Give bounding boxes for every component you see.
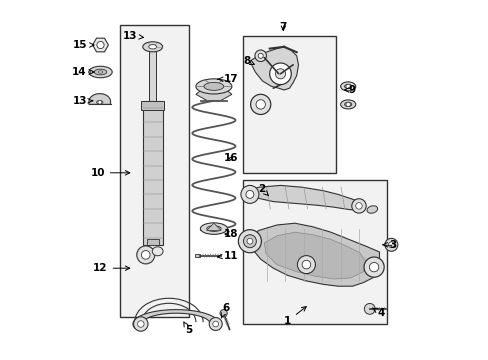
Ellipse shape	[200, 223, 227, 234]
Text: 11: 11	[217, 251, 238, 261]
FancyBboxPatch shape	[242, 36, 336, 173]
Text: 13: 13	[123, 31, 143, 41]
Circle shape	[209, 318, 222, 330]
Ellipse shape	[206, 226, 221, 231]
Polygon shape	[206, 223, 221, 230]
Text: 8: 8	[243, 56, 254, 66]
Polygon shape	[133, 310, 218, 328]
Polygon shape	[92, 38, 108, 52]
Ellipse shape	[203, 82, 224, 90]
Bar	[194, 254, 200, 257]
Bar	[146, 239, 158, 245]
Text: 4: 4	[372, 308, 384, 318]
Circle shape	[351, 199, 366, 213]
Circle shape	[137, 246, 155, 264]
Circle shape	[256, 100, 265, 109]
Circle shape	[297, 256, 315, 274]
Circle shape	[220, 310, 227, 317]
Text: 15: 15	[72, 40, 94, 50]
Bar	[149, 45, 156, 101]
Circle shape	[250, 94, 270, 114]
Text: 17: 17	[218, 74, 238, 84]
Ellipse shape	[196, 79, 231, 94]
FancyBboxPatch shape	[120, 25, 188, 317]
Text: 1: 1	[284, 307, 305, 326]
Text: 3: 3	[382, 240, 396, 250]
Circle shape	[346, 102, 349, 107]
Bar	[141, 101, 164, 110]
Circle shape	[141, 251, 150, 259]
Text: 10: 10	[90, 168, 129, 178]
Circle shape	[363, 257, 384, 277]
Ellipse shape	[96, 100, 103, 104]
Circle shape	[275, 69, 285, 79]
Circle shape	[98, 100, 102, 104]
Circle shape	[243, 235, 256, 248]
Bar	[142, 101, 163, 245]
Polygon shape	[264, 232, 366, 279]
Circle shape	[238, 230, 261, 253]
Ellipse shape	[340, 82, 355, 91]
Text: 16: 16	[223, 153, 238, 163]
Circle shape	[387, 242, 393, 248]
Text: 9: 9	[344, 85, 355, 95]
Circle shape	[355, 203, 362, 209]
Text: 6: 6	[221, 303, 229, 318]
Circle shape	[346, 84, 349, 89]
Circle shape	[97, 41, 104, 49]
Text: 7: 7	[279, 22, 286, 32]
Polygon shape	[247, 223, 379, 286]
FancyBboxPatch shape	[242, 180, 386, 324]
Polygon shape	[89, 94, 110, 104]
Polygon shape	[196, 87, 231, 101]
Polygon shape	[247, 185, 359, 211]
Circle shape	[137, 321, 144, 327]
Text: 18: 18	[223, 229, 238, 239]
Ellipse shape	[89, 66, 112, 78]
Circle shape	[245, 190, 253, 198]
Text: 12: 12	[93, 263, 129, 273]
Polygon shape	[249, 47, 298, 90]
Circle shape	[241, 185, 258, 203]
Circle shape	[364, 303, 374, 314]
Ellipse shape	[148, 45, 156, 49]
Circle shape	[246, 238, 252, 244]
Circle shape	[302, 260, 310, 269]
Ellipse shape	[98, 71, 102, 73]
Ellipse shape	[340, 100, 355, 109]
Text: 2: 2	[258, 184, 268, 195]
Text: 5: 5	[183, 322, 192, 336]
Circle shape	[212, 321, 218, 327]
Circle shape	[269, 63, 291, 85]
Ellipse shape	[344, 84, 351, 89]
Ellipse shape	[344, 102, 351, 107]
Ellipse shape	[366, 206, 377, 213]
Text: 14: 14	[72, 67, 94, 77]
Ellipse shape	[142, 42, 163, 52]
Circle shape	[258, 53, 263, 58]
Text: 13: 13	[72, 96, 92, 106]
Ellipse shape	[94, 69, 106, 75]
Circle shape	[254, 50, 266, 62]
Circle shape	[384, 238, 397, 251]
Circle shape	[368, 262, 378, 272]
Circle shape	[133, 317, 148, 331]
Ellipse shape	[152, 247, 163, 256]
